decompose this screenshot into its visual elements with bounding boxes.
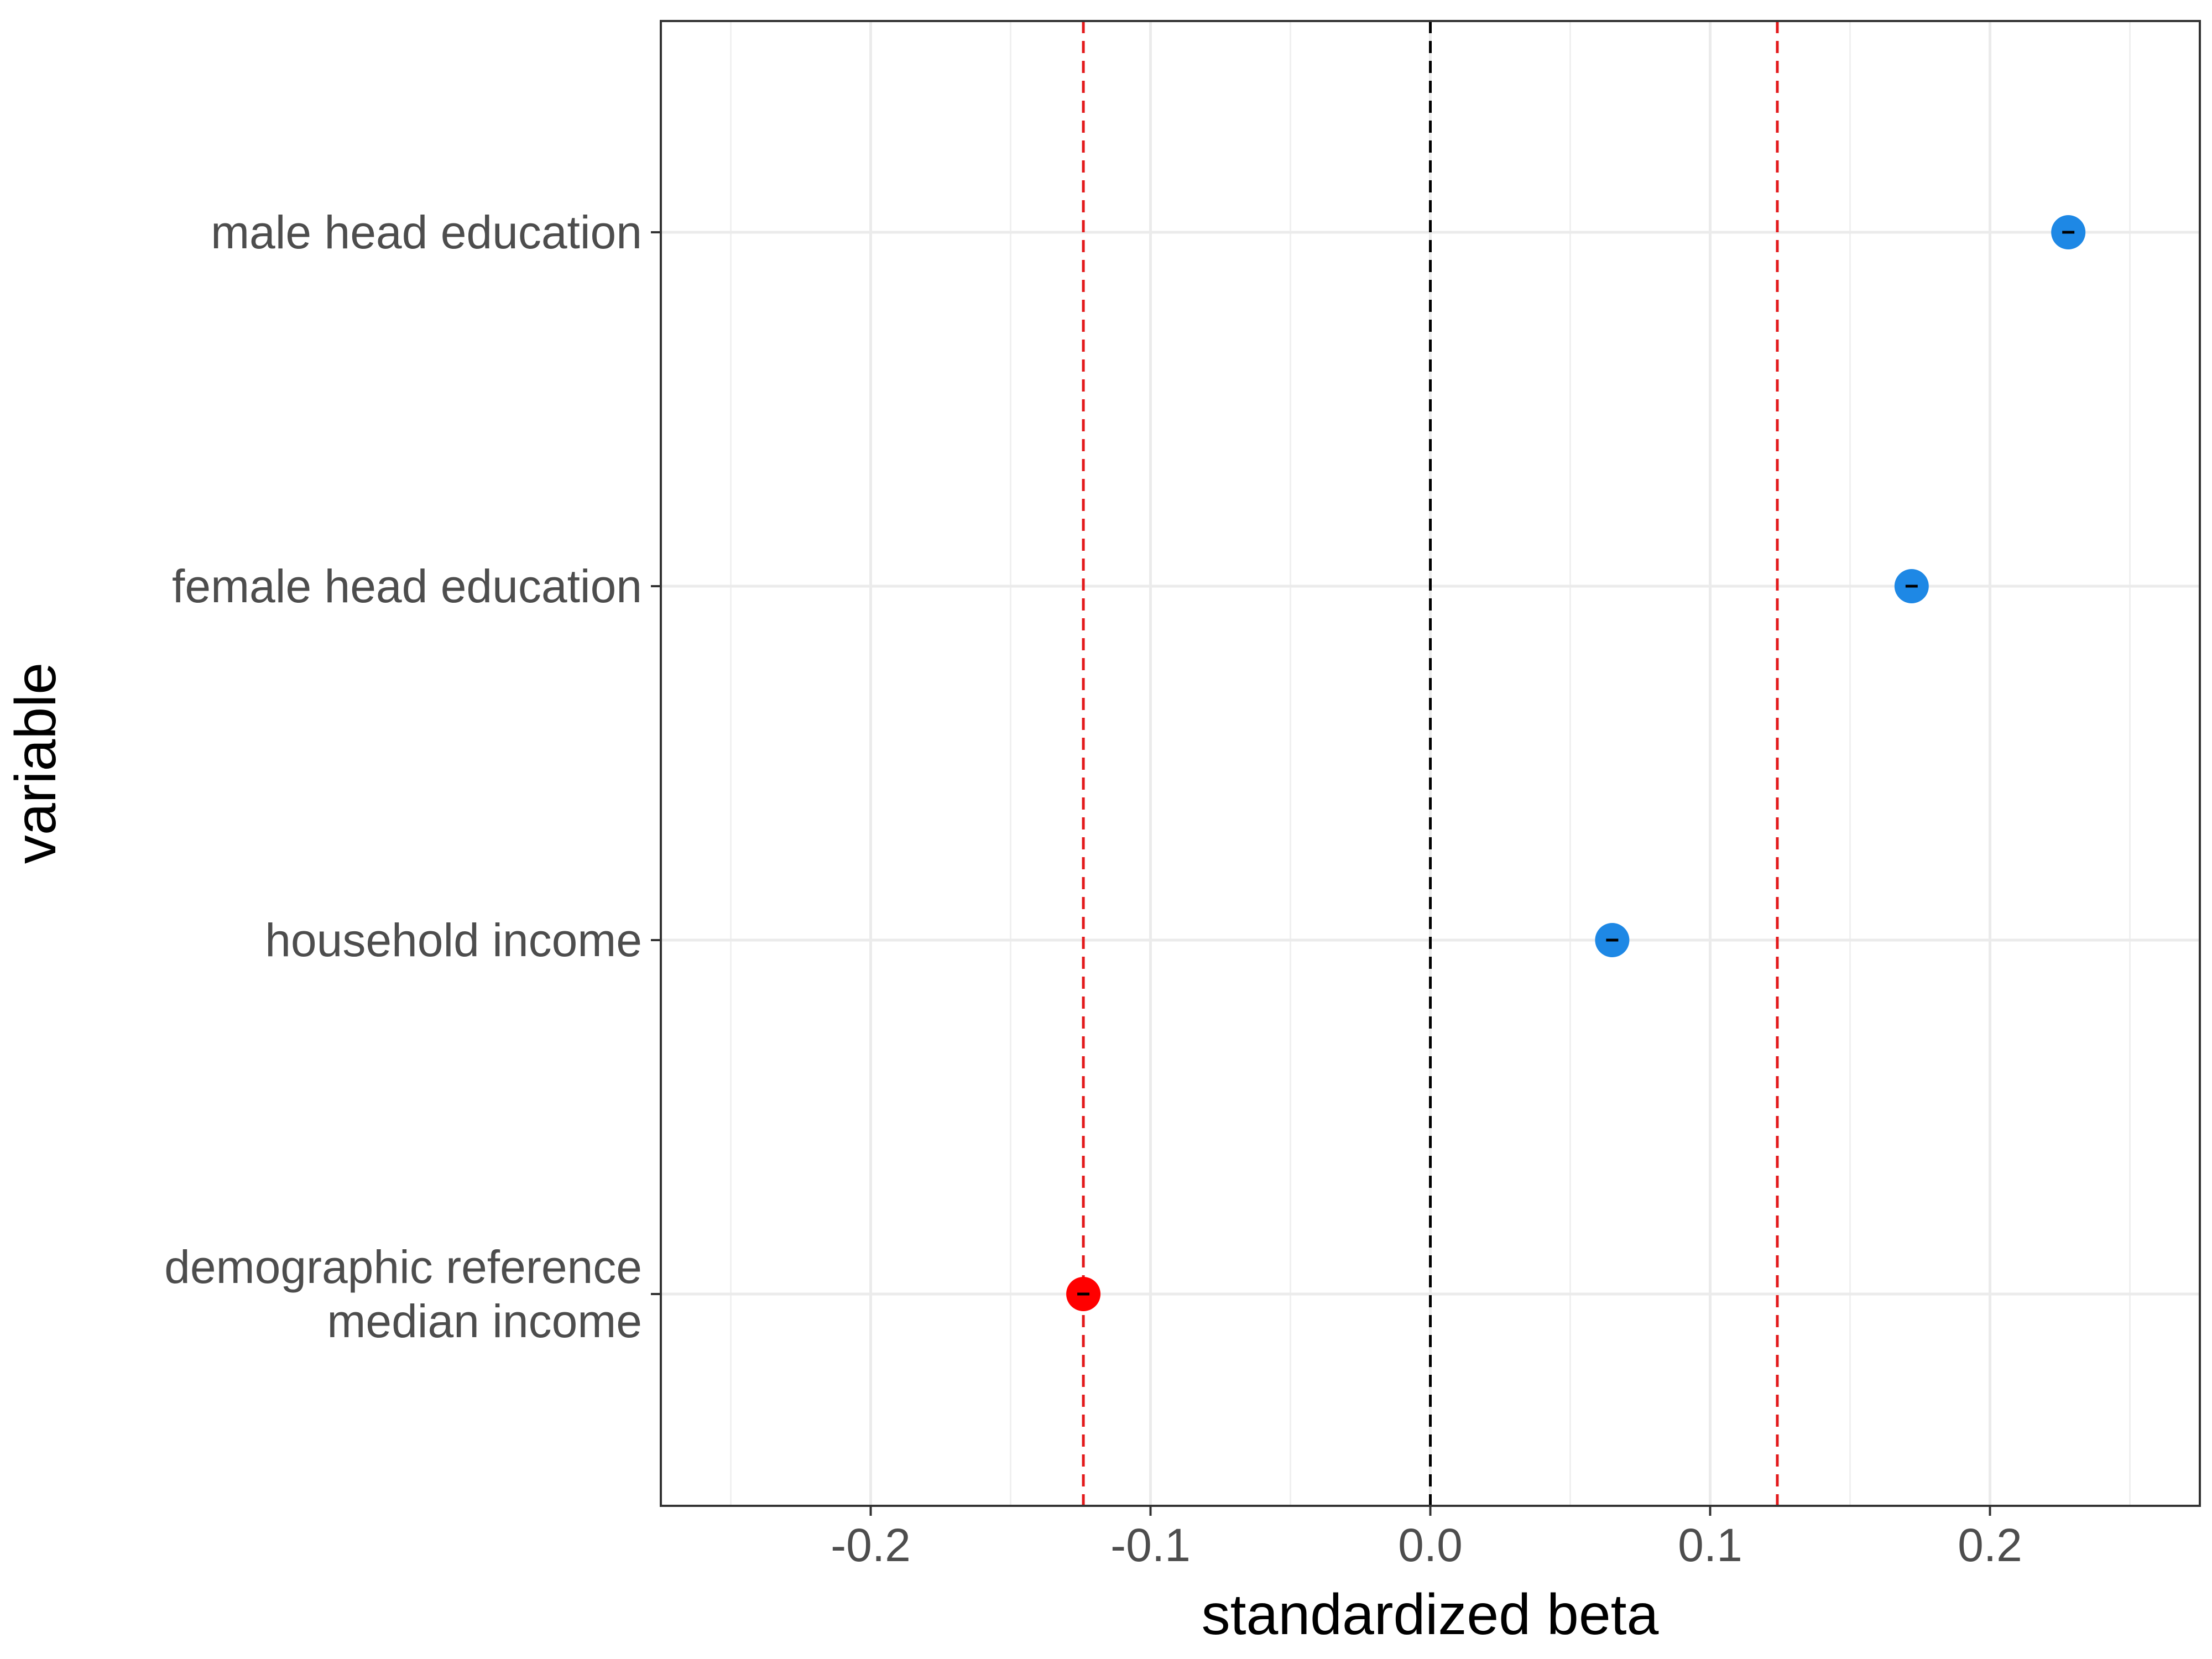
x-tick-label-1: -0.1 (1110, 1519, 1191, 1571)
y-tick-label-3: demographic reference median income (164, 1241, 642, 1347)
y-tick-label-2: household income (265, 914, 642, 966)
data-points (1066, 215, 2086, 1311)
x-tick-label-4: 0.2 (1958, 1519, 2022, 1571)
x-tick-label-0: -0.2 (831, 1519, 911, 1571)
x-axis-title: standardized beta (1202, 1583, 1659, 1647)
y-tick-label-1: female head education (172, 560, 642, 612)
reference-lines (1082, 21, 1779, 1506)
y-axis-title: variable (4, 662, 68, 864)
x-axis-ticks: -0.2 -0.1 0.0 0.1 0.2 (831, 1506, 2022, 1571)
x-tick-label-2: 0.0 (1398, 1519, 1463, 1571)
x-tick-label-3: 0.1 (1678, 1519, 1743, 1571)
y-tick-label-0: male head education (211, 206, 642, 258)
y-axis-ticks: male head education female head education… (164, 206, 661, 1347)
minor-gridlines (730, 21, 2131, 1506)
